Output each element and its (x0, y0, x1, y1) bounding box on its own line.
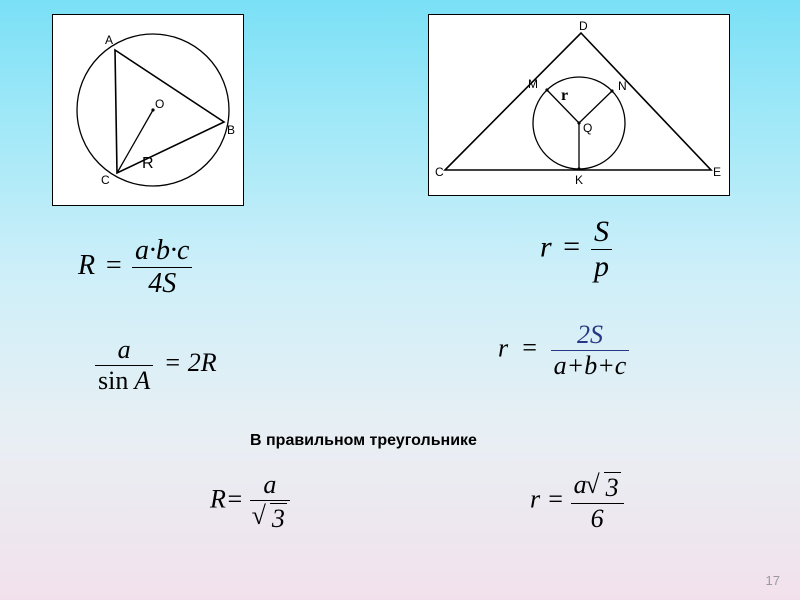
lhs-req: r = (530, 485, 564, 514)
num-asqrt3: a3 (571, 470, 624, 503)
den-4S: 4S (132, 267, 192, 300)
formula-R-equilateral: R= a 3 (210, 470, 290, 534)
label-Q: Q (583, 121, 592, 135)
incircle-svg (429, 15, 729, 195)
label-B: B (227, 123, 235, 137)
den-p: p (591, 249, 612, 284)
den-sqrt3: 3 (250, 500, 290, 534)
label-N: N (618, 79, 627, 93)
num-2S: 2S (551, 320, 630, 350)
label-C: C (101, 173, 110, 187)
label-M: M (528, 77, 538, 91)
label-O: O (155, 97, 164, 111)
section-heading: В правильном треугольнике (250, 432, 477, 450)
den-abc: a+b+c (551, 350, 630, 381)
den-6: 6 (571, 503, 624, 534)
num-S: S (591, 215, 612, 249)
label-r-radius: r (561, 87, 568, 105)
label-E: E (713, 165, 721, 179)
label-C2: C (435, 165, 444, 179)
num-a2: a (250, 470, 290, 500)
lhs-r1: r (540, 230, 552, 263)
eq-2R: = 2R (160, 348, 217, 377)
formula-R-abc-4S: R = a·b·c 4S (78, 235, 192, 300)
diagram-incircle: D E C M N K Q r (428, 14, 730, 196)
label-K: K (575, 173, 583, 187)
lhs-Req: R= (210, 485, 243, 514)
diagram-circumcircle: A B C O R (52, 14, 244, 206)
eq-r1: = (559, 230, 583, 263)
lhs-R: R (78, 250, 95, 281)
label-D: D (579, 19, 588, 33)
label-R-radius: R (142, 155, 154, 173)
formula-r-equilateral: r = a3 6 (530, 470, 624, 534)
page-number: 17 (766, 573, 780, 588)
circumcircle-svg (53, 15, 243, 205)
formula-r-S-over-p: r = S p (540, 215, 612, 284)
eq1: = (102, 250, 125, 281)
formula-r-2S-abc: r = 2S a+b+c (498, 320, 629, 381)
num-a: a (95, 335, 153, 365)
lhs-r2: r (498, 333, 508, 362)
eq-r2: = (515, 333, 545, 362)
formula-sine-law: a sin A = 2R (95, 335, 217, 396)
label-A: A (105, 33, 113, 47)
den-sinA: sin A (95, 365, 153, 396)
num-abc: a·b·c (132, 235, 192, 267)
